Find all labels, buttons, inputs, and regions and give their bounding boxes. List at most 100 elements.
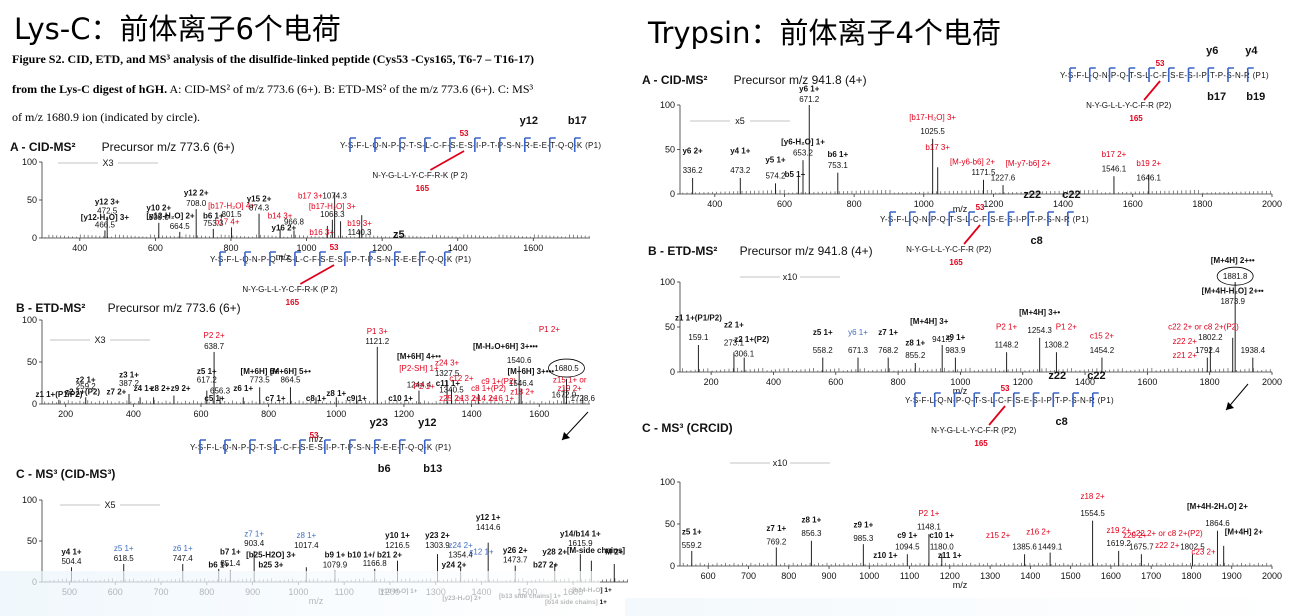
peak-label: b27 2+ [533,561,558,570]
peak-label: 903.4 [244,539,265,548]
panel-title: C - MS³ (CID-MS³) [16,467,115,481]
peak-label: z7 1+ [766,524,786,533]
peak-label: z25 2+ [439,394,464,403]
peak-label: 1025.5 [920,127,945,136]
fragment-bracket [443,251,451,266]
peak-label: z19 2+ [558,384,583,393]
disulfide-site-bottom: 165 [974,439,988,448]
peak-label: 1308.2 [1044,340,1069,349]
x-tick-label: 600 [701,571,716,581]
fragment-bracket [1066,211,1074,226]
peak-label: y6 1+ [799,84,820,93]
fragment-label: b19 [1246,91,1265,103]
peak-label: 617.2 [197,376,218,385]
peak-label: z1 1+(P1/P2) [675,313,722,322]
peak-label: 851.4 [220,559,241,568]
x-tick-label: 1000 [859,571,879,581]
peptide-chain-bottom: N-Y-G-L-L-Y-C-F-R-K (P 2) [372,171,468,180]
peak-label: [M-H₂O+6H] 3+••• [473,342,538,351]
fragment-bracket [914,392,921,407]
peak-label: [M+6H] 4+•• [397,352,441,361]
fragment-bracket [928,211,936,226]
peak-label: y12 3+ [95,198,120,207]
x-tick-label: 800 [891,377,906,387]
peak-label: 708.0 [186,199,207,208]
fragment-bracket [269,251,276,266]
y-tick-label: 50 [665,322,675,332]
x-tick-label: 1000 [297,243,317,253]
peak-label: [P2-SH] 1+ [399,364,439,373]
peak-label: z9 1+ [946,333,966,342]
peak-label: [M+6H] 3+••• [507,367,554,376]
peak-label: 336.2 [683,166,704,175]
peak-label: 1938.4 [1241,346,1266,355]
x-tick-label: 1100 [900,571,919,581]
peptide-chain-bottom: N-Y-G-L-L-Y-C-F-R-K (P 2) [242,285,338,294]
fragment-bracket [1091,392,1099,407]
peak-label: y16 2+ [272,223,297,232]
x-tick-label: 1600 [1123,199,1143,209]
fragment-label: c8 [1055,416,1067,428]
fragment-bracket [953,392,961,407]
peak-label: P2 2+ [204,331,225,340]
x-tick-label: 1600 [529,409,549,419]
peptide-chain-top: Y-S-F-L-Q-N-P-Q-T-S-L-C-F-S-E-S-I-P-T-P-… [190,443,451,452]
x-tick-label: 1600 [1101,571,1121,581]
panel-subtitle: Precursor m/z 773.6 (6+) [108,301,241,315]
lysc-etd-ms2-spectrum: B - ETD-MS² Precursor m/z 773.6 (6+) X3 0 50… [16,229,1249,444]
x-tick-label: 1900 [1222,571,1242,581]
peak-label: 1079.9 [323,561,348,570]
peak-label: 466.5 [95,220,116,229]
y-tick-label: 100 [22,495,37,505]
peak-label: 1121.2 [365,337,389,346]
fragment-bracket [573,137,581,152]
fragment-bracket [294,251,301,266]
fragment-bracket [1227,67,1234,82]
peak-label: z15 2+ [986,531,1011,540]
peak-label: 1254.3 [1027,326,1052,335]
peak-label: z15 1+ or [553,376,587,385]
fragment-bracket [244,251,251,266]
fragment-bracket [398,439,406,454]
x-tick-label: 1200 [1013,377,1033,387]
peak-label: z11 1+ [938,551,962,560]
disulfide-site-top: 53 [460,129,469,138]
y-tick-label: 50 [27,195,37,205]
fragment-bracket [1148,67,1155,82]
peak-label: z20 2+ [1123,531,1148,540]
x-tick-label: 900 [821,571,836,581]
x-tick-label: 1500 [1061,571,1081,581]
trypsin-etd-ms2-spectrum: B - ETD-MS² Precursor m/z 941.8 (4+) x10 0 5… [648,189,1282,396]
peptide-chain-top: Y-S-F-L-Q-N-P-Q-T-S-L-C-F-S-E-S-I-P-T-P-… [210,255,471,264]
peak-label: [b17-H₂O] 3+ [909,113,956,122]
peak-label: b5 1+ [785,170,806,179]
peak-label: z2 1+(P2) [65,387,100,396]
x-tick-label: 1800 [1181,571,1201,581]
peak-label: z18 2+ [510,387,535,396]
x-tick-label: 700 [741,571,756,581]
fragment-bracket [349,439,356,454]
peak-label: 1074.3 [322,192,347,201]
peak-label: b10 1+/ b21 2+ [347,551,402,560]
x-tick-label: 600 [777,199,792,209]
peak-label: 1802.5 [1180,543,1205,552]
peak-label: 856.3 [801,529,822,538]
peak-label: y12 1+ [476,513,501,522]
y-tick-label: 0 [670,561,675,571]
peak-label: b19 3+ [347,219,372,228]
peak-label: 558.2 [813,346,834,355]
fragment-bracket [1246,67,1254,82]
peak-label: c15 2+ [1090,331,1115,340]
fragment-bracket [908,211,916,226]
peak-label: z2 1+(P2) [734,335,769,344]
fragment-label: z22 [1023,189,1041,201]
fragment-bracket [374,137,381,152]
peak-label: z9 2+ [171,384,191,393]
x-axis-label: m/z [309,434,324,444]
peak-label: z7 2+ [107,387,127,396]
fragment-label: y6 [1206,45,1218,57]
peak-label: 1619.2 [1106,539,1131,548]
peak-label: 1094.5 [895,543,920,552]
background-decoration-right [625,598,1293,616]
y-tick-label: 50 [665,519,675,529]
